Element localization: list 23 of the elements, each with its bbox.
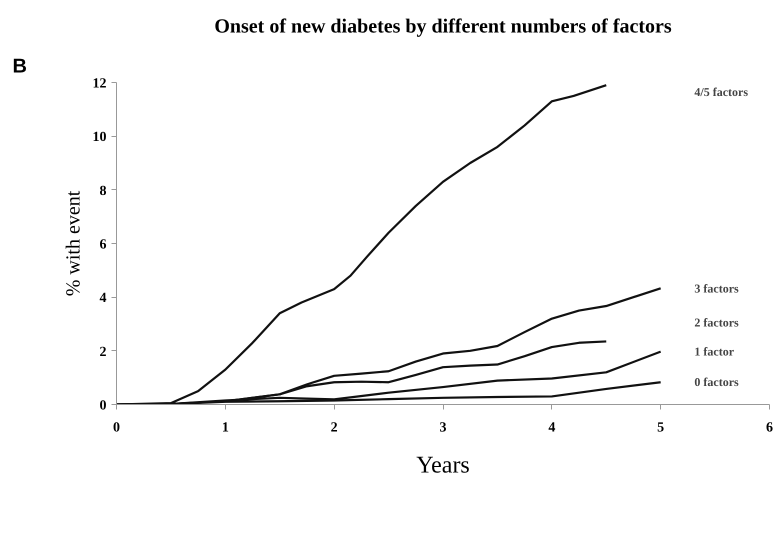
text: 1 factor	[694, 344, 735, 359]
chart-title: Onset of new diabetes by different numbers of factors	[214, 16, 672, 38]
y-tick-label: 2	[100, 344, 106, 360]
x-tick-label: 4	[548, 420, 556, 436]
x-tick-label: 5	[657, 420, 664, 436]
x-tick-label: 2	[330, 420, 338, 436]
text: B	[12, 56, 27, 78]
x-tick-label: 1	[222, 420, 229, 436]
text: 2 factors	[694, 316, 740, 330]
text: 3 factors	[694, 281, 740, 296]
y-tick-label: 12	[92, 76, 106, 92]
y-tick-label: 6	[100, 238, 106, 252]
y-tick-label: 8	[100, 184, 106, 199]
text: 0 factors	[694, 375, 740, 390]
x-tick-label: 6	[766, 420, 773, 436]
x-axis-title: Years	[416, 452, 470, 478]
text: 4/5 factors	[694, 85, 748, 100]
y-tick-label: 0	[100, 398, 106, 414]
x-tick-label: 0	[113, 420, 120, 436]
y-tick-label: 10	[92, 130, 106, 146]
x-tick-label: 3	[440, 420, 446, 436]
y-axis-title: % with event	[62, 190, 84, 296]
y-tick-label: 4	[100, 291, 106, 306]
